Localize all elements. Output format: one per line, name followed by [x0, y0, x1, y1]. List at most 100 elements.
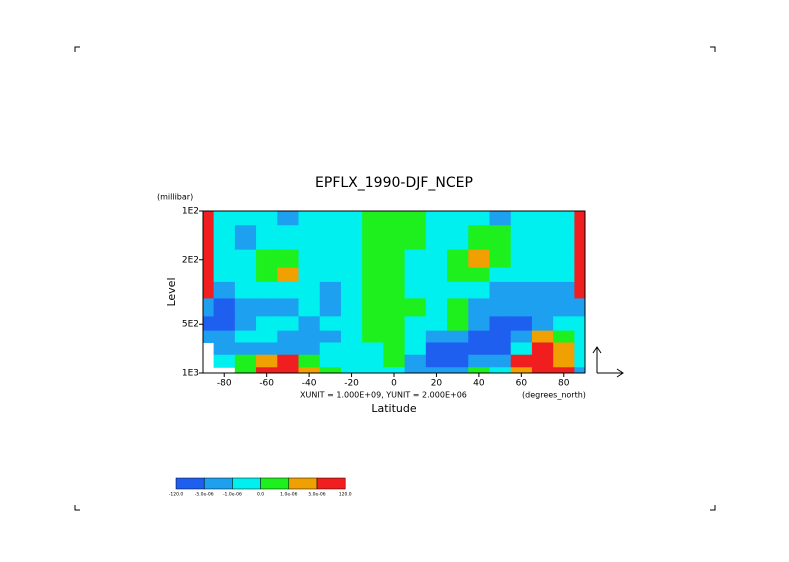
contour-cell	[510, 249, 533, 269]
x-tick-label: 80	[558, 379, 570, 389]
contour-cell	[531, 225, 554, 251]
colorbar-box	[203, 477, 233, 490]
contour-cell	[447, 249, 469, 269]
colorbar-box	[288, 477, 318, 490]
contour-cell	[362, 316, 384, 332]
contour-cell	[510, 281, 533, 299]
contour-cell	[213, 354, 236, 368]
contour-cell	[319, 342, 342, 356]
vector-note: XUNIT = 1.000E+09, YUNIT = 2.000E+06	[300, 391, 467, 400]
contour-cell	[203, 316, 215, 332]
colorbar-label: 1.0e-06	[280, 492, 297, 498]
contour-cell	[425, 298, 448, 317]
contour-cell	[468, 211, 490, 226]
contour-cell	[468, 281, 490, 299]
y-unit-label: (millibar)	[157, 193, 193, 202]
corner-mark	[74, 505, 80, 511]
x-tick-label: 20	[431, 379, 443, 389]
contour-cell	[574, 354, 586, 368]
contour-cell	[277, 342, 299, 356]
contour-cell	[362, 354, 384, 368]
contour-cell	[298, 281, 321, 299]
contour-cell	[510, 267, 533, 283]
contour-cell	[510, 316, 533, 332]
contour-cell	[510, 225, 533, 251]
contour-cell	[489, 367, 512, 374]
contour-cell	[340, 281, 363, 299]
contour-cell	[383, 267, 406, 283]
contour-cell	[298, 211, 321, 226]
contour-cell	[531, 316, 554, 332]
contour-cell	[404, 281, 427, 299]
contour-cell	[319, 267, 342, 283]
contour-cell	[362, 330, 384, 343]
contour-cell	[425, 354, 448, 368]
contour-cell	[277, 211, 299, 226]
contour-cell	[203, 298, 215, 317]
x-tick-label: 60	[516, 379, 528, 389]
contour-cell	[489, 211, 512, 226]
contour-cell	[340, 249, 363, 269]
contour-cell	[277, 354, 299, 368]
contour-cell	[489, 225, 512, 251]
contour-cell	[234, 211, 257, 226]
corner-marks	[74, 46, 716, 511]
contour-cell	[213, 211, 236, 226]
contour-cell	[489, 330, 512, 343]
contour-cell	[340, 367, 363, 374]
contour-cell	[425, 330, 448, 343]
contour-cell	[298, 330, 321, 343]
y-tick-label: 5E2	[182, 320, 199, 330]
contour-cell	[277, 249, 299, 269]
contour-cell	[468, 330, 490, 343]
contour-cell	[234, 342, 257, 356]
x-tick-label: -40	[302, 379, 317, 389]
contour-cell	[319, 316, 342, 332]
contour-cell	[574, 211, 586, 226]
contour-cell	[213, 225, 236, 251]
contour-cell	[319, 354, 342, 368]
contour-cell	[383, 342, 406, 356]
contour-cell	[468, 267, 490, 283]
contour-cell	[362, 342, 384, 356]
contour-cell	[553, 298, 575, 317]
contour-cell	[298, 225, 321, 251]
contour-cell	[404, 342, 427, 356]
contour-cell	[213, 281, 236, 299]
contour-cell	[531, 298, 554, 317]
chart-title: EPFLX_1990-DJF_NCEP	[315, 175, 473, 191]
contour-cell	[531, 281, 554, 299]
reference-arrow-x	[597, 368, 624, 378]
contour-cell	[574, 342, 586, 356]
contour-cell	[404, 298, 427, 317]
contour-cell	[489, 298, 512, 317]
contour-cell	[404, 316, 427, 332]
contour-cell	[425, 249, 448, 269]
contour-cell	[553, 342, 575, 356]
contour-cell	[203, 267, 215, 283]
contour-cell	[340, 298, 363, 317]
contour-cell	[510, 298, 533, 317]
colorbar-box	[175, 477, 205, 490]
contour-cell	[298, 298, 321, 317]
contour-cell	[256, 316, 278, 332]
contour-cell	[298, 249, 321, 269]
contour-field	[203, 211, 586, 374]
contour-cell	[383, 367, 406, 374]
contour-cell	[531, 211, 554, 226]
contour-cell	[234, 249, 257, 269]
contour-cell	[277, 316, 299, 332]
x-tick-label: 0	[391, 379, 397, 389]
contour-cell	[447, 225, 469, 251]
contour-cell	[234, 298, 257, 317]
contour-cell	[383, 249, 406, 269]
contour-cell	[489, 316, 512, 332]
contour-cell	[425, 342, 448, 356]
contour-cell	[425, 281, 448, 299]
contour-cell	[510, 354, 533, 368]
contour-cell	[234, 267, 257, 283]
contour-cell	[447, 281, 469, 299]
corner-mark	[710, 505, 716, 511]
contour-cell	[425, 225, 448, 251]
